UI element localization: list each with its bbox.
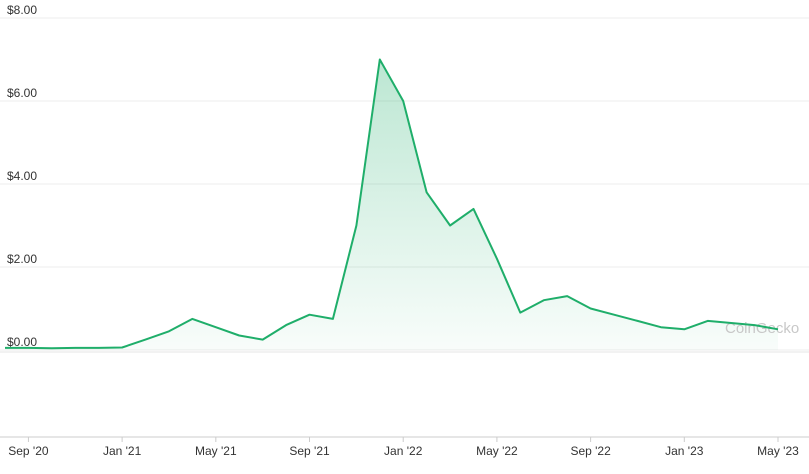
y-tick-label: $2.00 — [7, 252, 37, 266]
x-tick-label: Jan '22 — [384, 444, 423, 458]
x-tick-label: May '22 — [476, 444, 518, 458]
y-tick-label: $8.00 — [7, 3, 37, 17]
x-tick-label: May '21 — [195, 444, 237, 458]
x-tick-label: Sep '22 — [570, 444, 611, 458]
area — [5, 59, 778, 350]
y-tick-label: $0.00 — [7, 335, 37, 349]
x-tick-label: Sep '21 — [289, 444, 330, 458]
price-line — [5, 58, 779, 350]
x-tick-label: Jan '23 — [665, 444, 704, 458]
x-tick-label: Jan '21 — [103, 444, 142, 458]
y-tick-label: $6.00 — [7, 86, 37, 100]
y-tick-label: $4.00 — [7, 169, 37, 183]
x-tick-label: May '23 — [757, 444, 799, 458]
x-tick-label: Sep '20 — [8, 444, 49, 458]
